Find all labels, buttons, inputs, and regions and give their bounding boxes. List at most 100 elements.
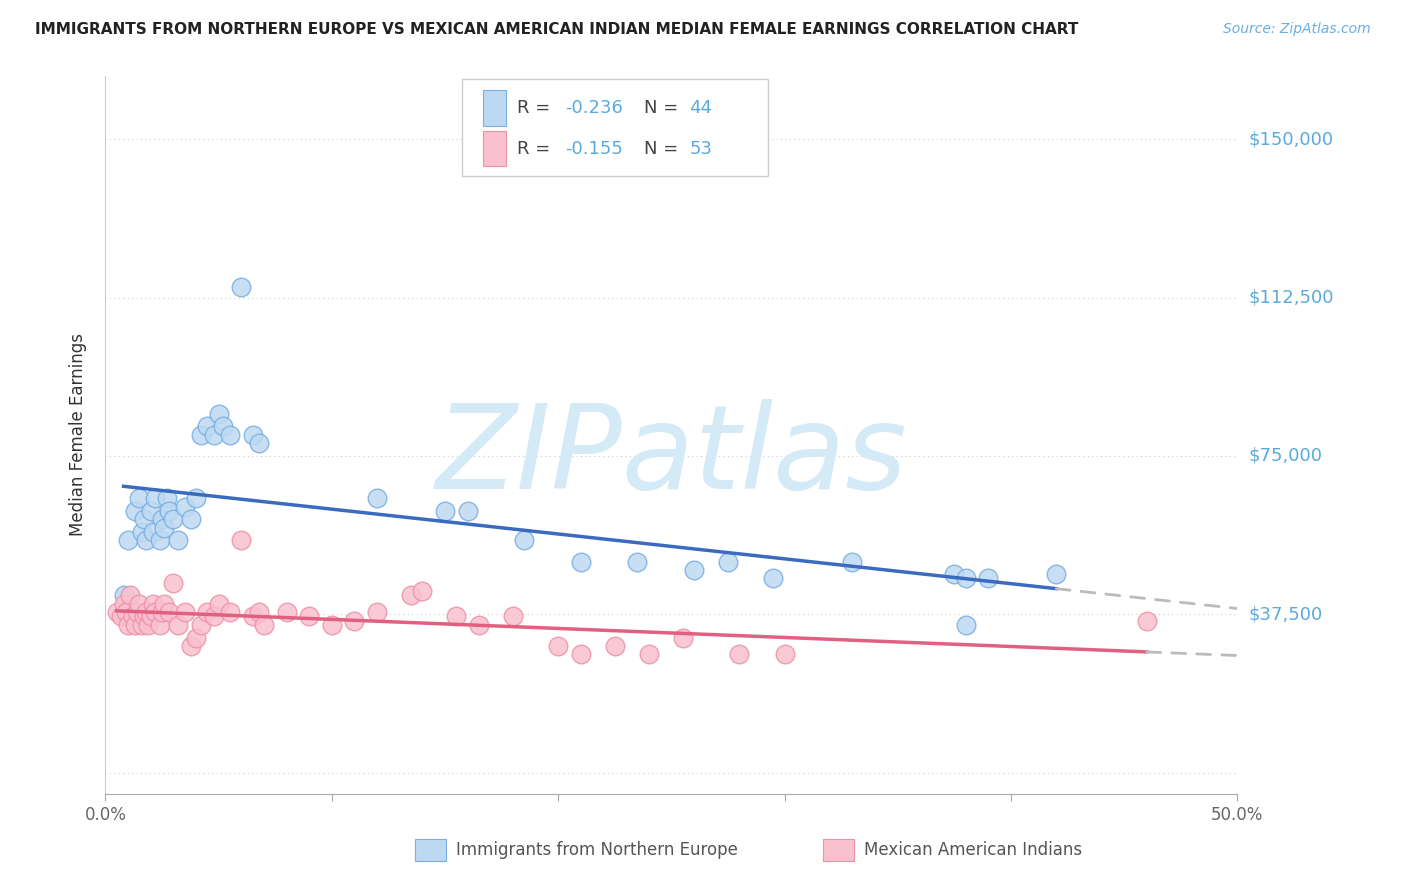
Point (142, 524, 165, 539)
Point (157, 504, 180, 518)
Point (167, 533, 190, 548)
Point (138, 618, 160, 632)
Point (162, 512, 184, 526)
Text: 53: 53 (689, 139, 713, 158)
Text: Mexican American Indians: Mexican American Indians (863, 841, 1083, 859)
Point (150, 512, 173, 526)
Point (569, 648, 592, 662)
Point (219, 427, 242, 442)
Point (105, 605, 128, 619)
Point (117, 618, 139, 632)
Point (446, 609, 468, 624)
Point (128, 597, 150, 611)
Point (150, 605, 173, 619)
Point (569, 555, 592, 569)
Point (149, 618, 172, 632)
Text: -0.236: -0.236 (565, 99, 623, 117)
Point (276, 605, 298, 619)
Point (202, 609, 225, 624)
Point (143, 605, 166, 619)
Point (247, 605, 270, 619)
Point (162, 575, 184, 590)
Point (131, 524, 153, 539)
Point (149, 533, 172, 548)
Point (124, 504, 146, 518)
Point (242, 427, 264, 442)
Point (124, 618, 146, 632)
Point (132, 609, 155, 624)
Y-axis label: Median Female Earnings: Median Female Earnings (69, 334, 87, 536)
Point (184, 491, 207, 506)
Point (195, 605, 218, 619)
Point (132, 512, 155, 526)
Point (110, 609, 132, 624)
Point (131, 618, 153, 632)
Point (683, 563, 706, 577)
Point (457, 504, 479, 518)
Point (190, 618, 212, 632)
Point (547, 639, 569, 653)
Point (717, 555, 740, 569)
Text: -0.155: -0.155 (565, 139, 623, 158)
Point (120, 588, 142, 602)
Point (173, 605, 195, 619)
Point (173, 500, 195, 514)
Point (773, 648, 796, 662)
Point (1045, 567, 1067, 582)
Point (135, 605, 157, 619)
Point (943, 567, 966, 582)
Point (433, 504, 456, 518)
Point (231, 280, 253, 294)
Point (135, 533, 157, 548)
Point (157, 605, 180, 619)
Text: ZIPatlas: ZIPatlas (436, 400, 907, 514)
Point (411, 584, 433, 599)
Point (637, 648, 659, 662)
Point (955, 618, 977, 632)
Point (626, 555, 648, 569)
Point (208, 597, 231, 611)
Text: $150,000: $150,000 (1249, 130, 1333, 148)
Point (180, 512, 202, 526)
Point (155, 491, 177, 506)
Point (202, 427, 225, 442)
Point (366, 605, 388, 619)
Point (180, 639, 202, 653)
Point (399, 588, 422, 602)
Point (153, 521, 176, 535)
Point (167, 618, 190, 632)
Point (298, 609, 321, 624)
Point (977, 571, 1000, 585)
Point (121, 609, 143, 624)
Point (184, 631, 207, 645)
Point (1136, 614, 1159, 628)
FancyBboxPatch shape (484, 90, 506, 126)
FancyBboxPatch shape (463, 79, 768, 177)
Point (139, 609, 162, 624)
Point (728, 648, 751, 662)
Point (153, 597, 176, 611)
Point (127, 605, 149, 619)
Text: N =: N = (644, 139, 685, 158)
Point (603, 639, 626, 653)
Point (321, 618, 343, 632)
Point (139, 504, 162, 518)
Point (114, 605, 136, 619)
Point (253, 618, 276, 632)
Text: N =: N = (644, 99, 685, 117)
FancyBboxPatch shape (484, 130, 506, 167)
Point (112, 597, 135, 611)
Point (672, 631, 695, 645)
Point (117, 533, 139, 548)
Point (219, 605, 242, 619)
Point (366, 491, 388, 506)
Text: IMMIGRANTS FROM NORTHERN EUROPE VS MEXICAN AMERICAN INDIAN MEDIAN FEMALE EARNING: IMMIGRANTS FROM NORTHERN EUROPE VS MEXIC… (35, 22, 1078, 37)
Point (468, 618, 491, 632)
Point (242, 609, 264, 624)
Point (190, 427, 212, 442)
Point (143, 491, 166, 506)
Text: Source: ZipAtlas.com: Source: ZipAtlas.com (1223, 22, 1371, 37)
Point (841, 555, 863, 569)
Point (247, 436, 270, 450)
Point (208, 407, 231, 421)
